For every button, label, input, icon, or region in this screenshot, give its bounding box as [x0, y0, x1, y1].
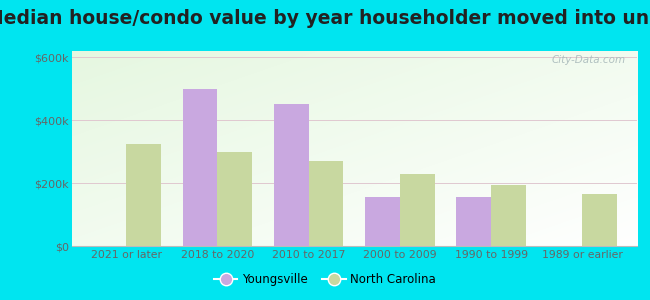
Bar	[183, 89, 218, 246]
Bar	[309, 161, 343, 246]
Bar	[126, 144, 161, 246]
Bar	[274, 104, 309, 246]
Bar	[456, 197, 491, 246]
Legend: Youngsville, North Carolina: Youngsville, North Carolina	[209, 269, 441, 291]
Text: Median house/condo value by year householder moved into unit: Median house/condo value by year househo…	[0, 9, 650, 28]
Bar	[365, 197, 400, 246]
Bar	[400, 174, 434, 246]
Bar	[491, 185, 526, 246]
Bar	[582, 194, 617, 246]
Text: City-Data.com: City-Data.com	[552, 55, 626, 65]
Bar	[218, 152, 252, 246]
